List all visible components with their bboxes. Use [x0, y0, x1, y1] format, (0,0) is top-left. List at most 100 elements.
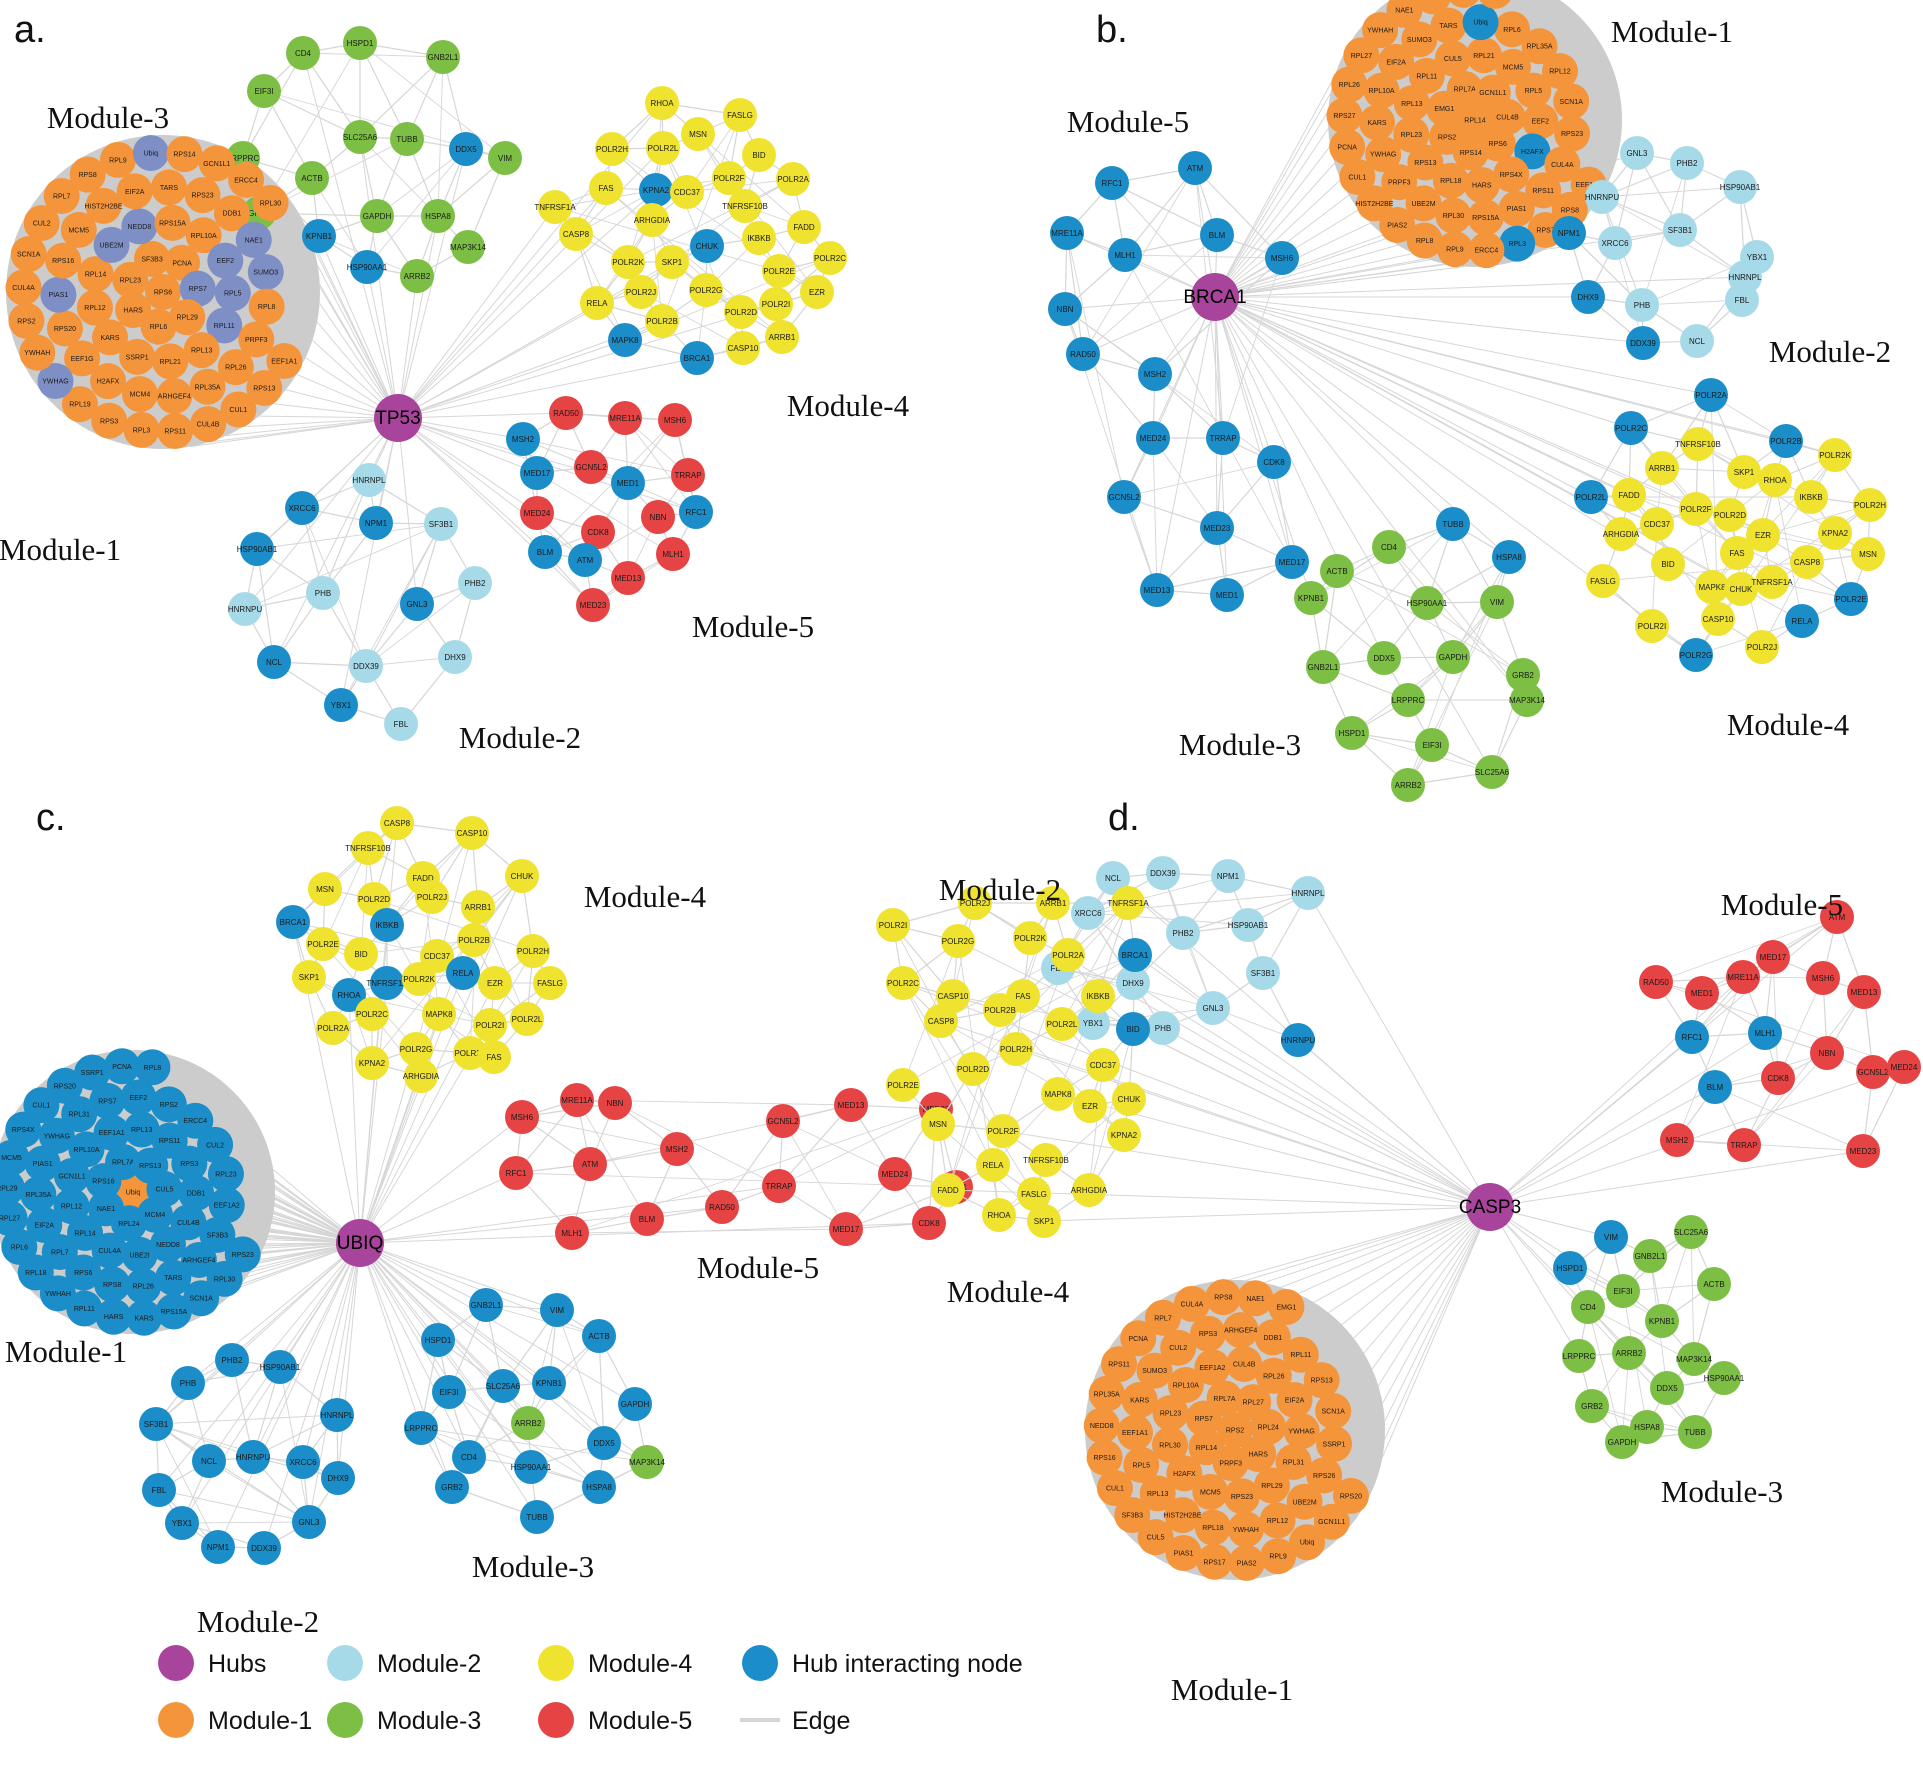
node-CASP10[interactable]: CASP10	[455, 816, 489, 850]
node-POLR2C[interactable]: POLR2C	[886, 966, 920, 1000]
node-circle[interactable]	[931, 1173, 965, 1207]
node-circle[interactable]	[360, 199, 394, 233]
node-circle[interactable]	[1027, 1204, 1061, 1238]
node-circle[interactable]	[724, 295, 758, 329]
node-circle[interactable]	[5, 269, 42, 306]
node-KPNB1[interactable]: KPNB1	[302, 219, 336, 253]
node-MCM4[interactable]: MCM4	[136, 1196, 173, 1233]
node-circle[interactable]	[635, 203, 669, 237]
node-circle[interactable]	[208, 1187, 245, 1224]
node-circle[interactable]	[41, 1234, 78, 1271]
node-circle[interactable]	[999, 1032, 1033, 1066]
node-RPS23[interactable]: RPS23	[1223, 1478, 1260, 1515]
node-RELA[interactable]: RELA	[1785, 604, 1819, 638]
node-POLR2J[interactable]: POLR2J	[415, 880, 449, 914]
node-MED13[interactable]: MED13	[1847, 975, 1881, 1009]
node-circle[interactable]	[1108, 238, 1142, 272]
node-RPL11[interactable]: RPL11	[1408, 57, 1445, 94]
node-circle[interactable]	[1694, 378, 1728, 412]
node-circle[interactable]	[1222, 1312, 1259, 1349]
node-circle[interactable]	[1571, 1290, 1605, 1324]
node-RPL5[interactable]: RPL5	[214, 275, 251, 312]
node-circle[interactable]	[1294, 581, 1328, 615]
node-circle[interactable]	[1598, 226, 1632, 260]
node-PHB[interactable]: PHB	[306, 576, 340, 610]
node-PHB[interactable]: PHB	[171, 1366, 205, 1400]
node-EEF2[interactable]: EEF2	[207, 242, 244, 279]
node-circle[interactable]	[1756, 940, 1790, 974]
node-circle[interactable]	[1468, 232, 1505, 269]
node-SKP1[interactable]: SKP1	[1727, 455, 1761, 489]
node-circle[interactable]	[87, 1190, 124, 1227]
node-circle[interactable]	[1465, 37, 1502, 74]
node-circle[interactable]	[1645, 451, 1679, 485]
node-RPL11[interactable]: RPL11	[66, 1290, 103, 1327]
node-circle[interactable]	[1315, 1393, 1352, 1430]
node-circle[interactable]	[246, 369, 283, 406]
node-circle[interactable]	[1386, 0, 1423, 29]
node-circle[interactable]	[344, 937, 378, 971]
node-MSH2[interactable]: MSH2	[506, 422, 540, 456]
node-CUL1[interactable]: CUL1	[1339, 158, 1376, 195]
node-RPL35A[interactable]: RPL35A	[1521, 28, 1558, 65]
node-FADD[interactable]: FADD	[787, 210, 821, 244]
node-circle[interactable]	[93, 1114, 130, 1151]
node-RPL10A[interactable]: RPL10A	[1167, 1366, 1204, 1403]
node-POLR2J[interactable]: POLR2J	[958, 886, 992, 920]
node-GCN1L1[interactable]: GCN1L1	[53, 1157, 90, 1194]
node-circle[interactable]	[549, 396, 583, 430]
node-circle[interactable]	[1525, 172, 1562, 209]
node-RPL14[interactable]: RPL14	[1457, 102, 1493, 138]
node-circle[interactable]	[587, 1426, 621, 1460]
node-circle[interactable]	[1457, 102, 1493, 138]
node-circle[interactable]	[1086, 1439, 1123, 1476]
node-circle[interactable]	[1405, 185, 1442, 222]
node-circle[interactable]	[1660, 1123, 1694, 1157]
node-RPL21[interactable]: RPL21	[1465, 37, 1502, 74]
node-RPL23[interactable]: RPL23	[207, 1156, 244, 1193]
node-circle[interactable]	[1359, 104, 1396, 141]
node-RPL18[interactable]: RPL18	[1432, 162, 1469, 199]
node-circle[interactable]	[40, 276, 77, 313]
node-POLR2B[interactable]: POLR2B	[1769, 424, 1803, 458]
node-HSPA8[interactable]: HSPA8	[421, 199, 455, 233]
node-MED23[interactable]: MED23	[1846, 1134, 1880, 1168]
node-BLM[interactable]: BLM	[1200, 218, 1234, 252]
node-circle[interactable]	[800, 275, 834, 309]
node-HNRNPL[interactable]: HNRNPL	[352, 463, 386, 497]
node-circle[interactable]	[1250, 1408, 1287, 1445]
node-circle[interactable]	[671, 458, 705, 492]
node-DDX39[interactable]: DDX39	[247, 1531, 281, 1565]
node-RPL10A[interactable]: RPL10A	[1363, 72, 1400, 109]
node-circle[interactable]	[94, 1266, 131, 1303]
node-CHUK[interactable]: CHUK	[690, 229, 724, 263]
node-HARS[interactable]: HARS	[115, 292, 152, 329]
node-UBE2M[interactable]: UBE2M	[1286, 1483, 1323, 1520]
node-circle[interactable]	[1206, 421, 1240, 455]
node-EEF1A2[interactable]: EEF1A2	[1194, 1349, 1231, 1386]
node-POLR2F[interactable]: POLR2F	[1679, 492, 1713, 526]
node-circle[interactable]	[1625, 288, 1659, 322]
node-KPNB1[interactable]: KPNB1	[532, 1366, 566, 1400]
node-RPS20[interactable]: RPS20	[1446, 0, 1482, 8]
node-TRRAP[interactable]: TRRAP	[762, 1169, 796, 1203]
node-HSP90AB1[interactable]: HSP90AB1	[1228, 908, 1269, 942]
node-circle[interactable]	[183, 1280, 220, 1317]
node-RFC1[interactable]: RFC1	[679, 495, 713, 529]
node-DDX39[interactable]: DDX39	[1146, 856, 1180, 890]
node-MRE11A[interactable]: MRE11A	[608, 401, 642, 435]
node-NAE1[interactable]: NAE1	[1237, 1280, 1274, 1317]
node-NBN[interactable]: NBN	[1810, 1036, 1844, 1070]
node-circle[interactable]	[343, 26, 377, 60]
node-circle[interactable]	[145, 274, 181, 310]
node-circle[interactable]	[1166, 916, 1200, 950]
node-circle[interactable]	[92, 319, 129, 356]
node-circle[interactable]	[1173, 1285, 1210, 1322]
node-ARHGDIA[interactable]: ARHGDIA	[403, 1059, 440, 1093]
node-circle[interactable]	[478, 966, 512, 1000]
node-CDK8[interactable]: CDK8	[1257, 445, 1291, 479]
node-RPS16[interactable]: RPS16	[1086, 1439, 1123, 1476]
node-RPL8[interactable]: RPL8	[248, 288, 285, 325]
node-circle[interactable]	[1116, 966, 1150, 1000]
node-RPS15A[interactable]: RPS15A	[154, 204, 191, 241]
